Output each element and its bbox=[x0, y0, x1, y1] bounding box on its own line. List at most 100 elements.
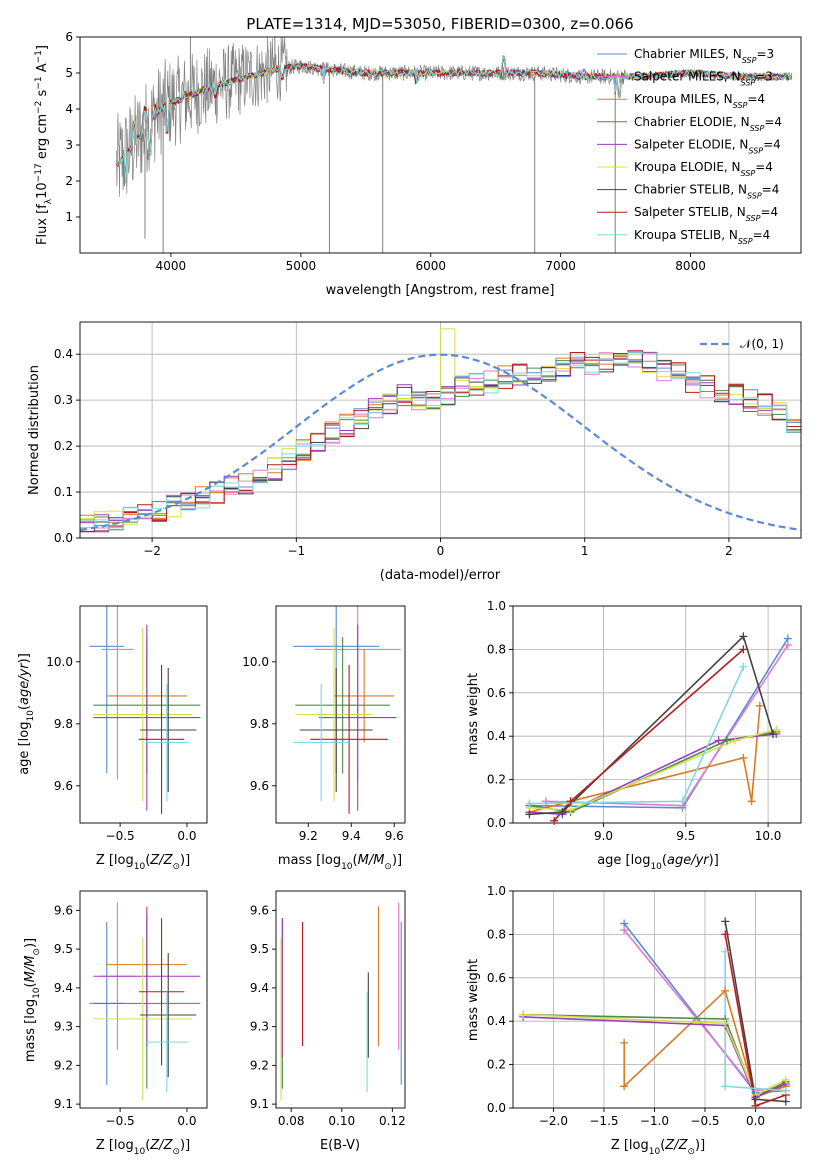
mass_vs_Z-ytick-label: 9.3 bbox=[54, 1020, 73, 1034]
age_vs_mass-xtick-label: 9.2 bbox=[299, 829, 318, 843]
spectrum-ylabel-part: A bbox=[35, 63, 50, 76]
mass-vs-ebv-xlabel: E(B-V) bbox=[320, 1138, 360, 1153]
spectrum-ytick-label: 4 bbox=[65, 102, 73, 116]
weight_vs_Z-marker bbox=[751, 1084, 760, 1093]
weight_vs_age-marker bbox=[525, 810, 534, 819]
residuals-xtick-label: −1 bbox=[287, 544, 305, 558]
legend-label: Salpeter ELODIE, N bbox=[634, 137, 748, 151]
age-vs-z-ylabel-part: 10 bbox=[26, 710, 36, 722]
weight_vs_age-ytick-label: 0.0 bbox=[487, 816, 506, 830]
legend-sub: SSP bbox=[748, 146, 763, 155]
spectrum-plot bbox=[115, 37, 793, 253]
weight_vs_Z-series bbox=[523, 1013, 787, 1097]
mass_vs_EBV-xtick-label: 0.08 bbox=[278, 1114, 305, 1128]
legend-tail: =3 bbox=[756, 47, 774, 61]
weight_vs_age-series bbox=[529, 728, 777, 811]
spectrum-ytick-label: 6 bbox=[65, 30, 73, 44]
mass_vs_Z-xtick-label: 0.0 bbox=[177, 1114, 196, 1128]
mass-vs-z-ylabel: mass [log10(M/M⊙)] bbox=[23, 938, 42, 1062]
legend-label: Salpeter MILES, N bbox=[634, 70, 741, 84]
weight_vs_Z-ytick-label: 0.0 bbox=[487, 1101, 506, 1115]
weight-vs-z-ylabel: mass weight bbox=[466, 959, 481, 1041]
weight-vs-z-xlabel-part: 10 bbox=[649, 1147, 661, 1157]
legend-entry: Chabrier ELODIE, NSSP=4 bbox=[634, 115, 782, 133]
spectrum-xlabel: wavelength [Angstrom, rest frame] bbox=[326, 283, 555, 298]
residuals-ytick-label: 0.1 bbox=[54, 485, 73, 499]
legend-entry: Salpeter MILES, NSSP=3 bbox=[634, 70, 773, 88]
weight_vs_Z-xtick-label: 0.0 bbox=[746, 1114, 765, 1128]
age_vs_mass-xtick-label: 9.6 bbox=[385, 829, 404, 843]
weight_vs_age-marker bbox=[731, 736, 740, 745]
weight-vs-age-xlabel: age [log10(age/yr)] bbox=[597, 853, 719, 872]
mass-vs-z-xlabel-part: ⊙ bbox=[172, 1147, 180, 1157]
mass_vs_EBV-ytick-label: 9.1 bbox=[250, 1097, 269, 1111]
weight_vs_age-frame bbox=[512, 605, 802, 824]
weight-vs-z-xlabel-part: )] bbox=[695, 1138, 705, 1153]
legend-sub: SSP bbox=[747, 191, 762, 200]
weight_vs_age-marker bbox=[722, 736, 731, 745]
residuals-axes: −2 −1 0 1 2 0.0 0.1 0.2 0.3 0.4 bbox=[54, 321, 802, 558]
weight_vs_Z-marker bbox=[620, 926, 629, 935]
age_vs_mass-plot bbox=[293, 606, 401, 814]
legend-tail: =4 bbox=[760, 205, 778, 219]
weight_vs_Z-frame bbox=[512, 890, 802, 1109]
mass_vs_EBV-xtick-label: 0.12 bbox=[379, 1114, 406, 1128]
legend-entry: Kroupa ELODIE, NSSP=4 bbox=[634, 160, 773, 178]
weight_vs_age-marker bbox=[747, 797, 756, 806]
legend-sub: SSP bbox=[741, 78, 756, 87]
mass_vs_Z-ytick-label: 9.5 bbox=[54, 942, 73, 956]
weight_vs_age-ytick-label: 0.4 bbox=[487, 729, 506, 743]
age_vs_Z-ytick-label: 9.8 bbox=[54, 717, 73, 731]
age_vs_mass-frame bbox=[275, 605, 406, 824]
weight_vs_Z-ytick-label: 0.8 bbox=[487, 927, 506, 941]
weight_vs_age-marker bbox=[739, 645, 748, 654]
mass-vs-z-ylabel-part: ⊙ bbox=[32, 948, 42, 956]
legend-entry: Chabrier STELIB, NSSP=4 bbox=[634, 183, 779, 201]
age-vs-z-ylabel-part: age [log bbox=[17, 722, 32, 775]
weight-vs-z-xlabel-part: ⊙ bbox=[687, 1147, 695, 1157]
weight-vs-age-xlabel-part: 10 bbox=[650, 862, 662, 872]
weight_vs_age-marker bbox=[525, 799, 534, 808]
age-vs-mass-xlabel-part: M/M bbox=[358, 853, 385, 868]
legend-tail: =3 bbox=[755, 70, 773, 84]
weight_vs_Z-marker bbox=[751, 1101, 760, 1110]
legend-label: Kroupa STELIB, N bbox=[634, 228, 738, 242]
mass_vs_EBV-frame bbox=[275, 890, 406, 1109]
legend-sub: SSP bbox=[741, 169, 756, 178]
legend-sub: SSP bbox=[738, 236, 753, 245]
weight_vs_Z-marker bbox=[721, 917, 730, 926]
age-vs-z-ylabel: age [log10(age/yr)] bbox=[17, 653, 36, 775]
weight_vs_age-marker bbox=[541, 797, 550, 806]
weight_vs_Z-marker bbox=[721, 947, 730, 956]
residuals-ylabel: Normed distribution bbox=[27, 365, 42, 495]
legend-sub: SSP bbox=[733, 101, 748, 110]
weight_vs_age-marker bbox=[739, 662, 748, 671]
normal-curve bbox=[80, 353, 801, 531]
mass-vs-z-xlabel-part: Z [log bbox=[96, 1138, 134, 1153]
spectrum-xtick-label: 5000 bbox=[286, 259, 317, 273]
age-vs-mass-xlabel-part: )] bbox=[392, 853, 402, 868]
legend-tail: =4 bbox=[753, 228, 771, 242]
age-vs-mass-xlabel-part: mass [log bbox=[278, 853, 341, 868]
spectrum-ylabel-part: s bbox=[35, 89, 50, 100]
age-vs-z-ylabel-part: age/yr bbox=[17, 662, 32, 705]
weight_vs_Z-marker bbox=[620, 1038, 629, 1047]
age_vs_Z-ytick-label: 9.6 bbox=[54, 779, 73, 793]
mass_vs_EBV-xtick-label: 0.10 bbox=[328, 1114, 355, 1128]
mass_vs_Z-ytick-label: 9.2 bbox=[54, 1058, 73, 1072]
weight_vs_age-marker bbox=[566, 797, 575, 806]
legend-entry: Kroupa STELIB, NSSP=4 bbox=[634, 228, 770, 246]
spectrum-frame bbox=[79, 36, 802, 254]
mass_vs_Z-frame bbox=[79, 890, 208, 1109]
weight_vs_age-marker bbox=[550, 816, 559, 825]
age-vs-z-xlabel-part: ( bbox=[145, 853, 150, 868]
weight_vs_Z-xtick-label: −2.0 bbox=[539, 1114, 568, 1128]
mass_vs_Z-xtick-label: −0.5 bbox=[106, 1114, 135, 1128]
mass_vs_EBV-axes: 0.08 0.10 0.12 9.1 9.2 9.3 9.4 9.5 9.6 bbox=[250, 890, 406, 1128]
legend-tail: =4 bbox=[763, 137, 781, 151]
residuals-ytick-label: 0.3 bbox=[54, 393, 73, 407]
weight-vs-age-xlabel-part: ( bbox=[662, 853, 667, 868]
weight_vs_age-series bbox=[553, 648, 744, 822]
mass_vs_EBV-ytick-label: 9.4 bbox=[250, 981, 269, 995]
